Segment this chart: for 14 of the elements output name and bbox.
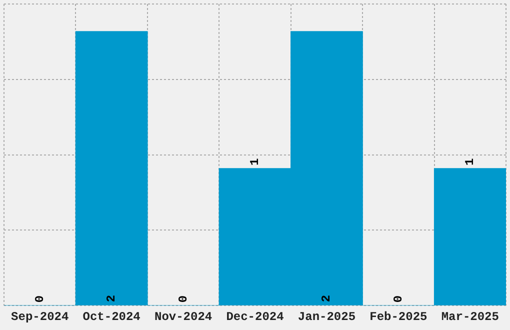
x-tick-label: Mar-2025 bbox=[441, 310, 499, 324]
x-tick-label: Sep-2024 bbox=[11, 310, 69, 324]
data-label: 0 bbox=[32, 295, 47, 303]
data-label: 1 bbox=[248, 158, 262, 166]
data-label: 0 bbox=[391, 295, 406, 303]
x-tick-label: Feb-2025 bbox=[370, 310, 428, 324]
x-tick-label: Nov-2024 bbox=[154, 310, 212, 324]
data-label: 0 bbox=[176, 295, 190, 303]
data-label: 2 bbox=[104, 294, 119, 302]
data-label: 2 bbox=[320, 294, 334, 302]
x-tick-label: Oct-2024 bbox=[82, 310, 140, 324]
data-label: 1 bbox=[463, 158, 478, 166]
x-tick-label: Dec-2024 bbox=[226, 310, 284, 324]
x-tick-label: Jan-2025 bbox=[298, 310, 356, 324]
